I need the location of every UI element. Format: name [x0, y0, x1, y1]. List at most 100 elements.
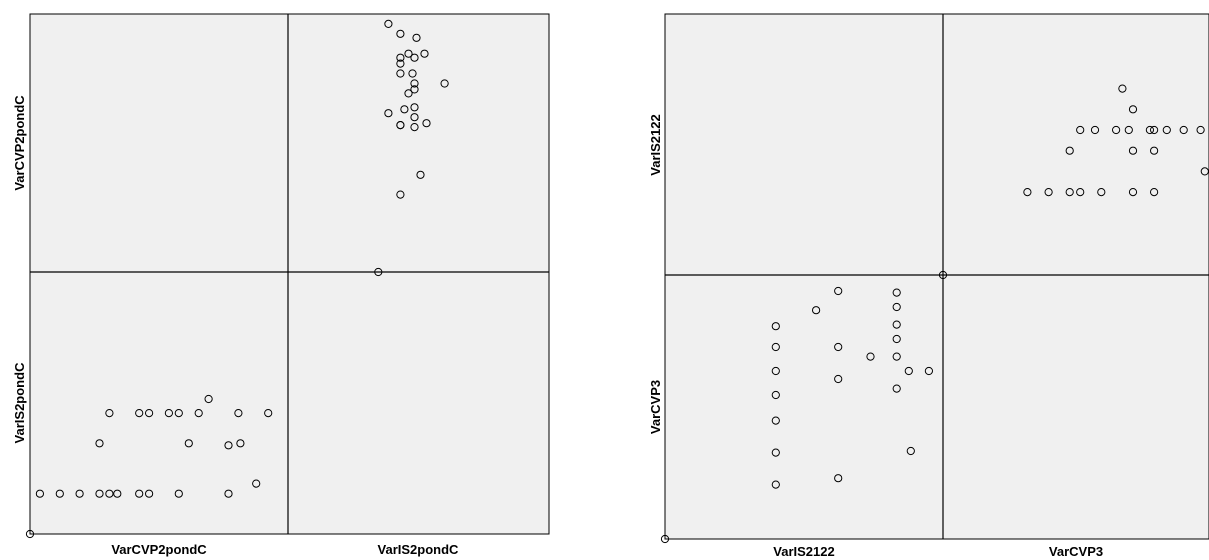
left-lower-point-11: [252, 479, 261, 488]
right-upper-point-22: [1196, 125, 1205, 135]
left-lower-point-12: [236, 439, 245, 448]
right-lower-point-15: [892, 334, 901, 344]
right-upper-point-18: [1124, 125, 1133, 135]
right-matrix-frame: [664, 13, 1209, 540]
left-lower-point-20: [174, 409, 183, 418]
left-matrix: VarCVP2pondC VarIS2pondC VarCVP2pondC Va…: [12, 13, 550, 557]
right-upper-point-3: [1065, 188, 1074, 197]
right-lower-point-5: [771, 366, 780, 376]
right-matrix-points: [660, 84, 1209, 544]
left-upper-point-21: [396, 59, 405, 68]
left-panel-bg-tr: [288, 14, 549, 272]
left-lower-point-23: [264, 409, 273, 418]
left-upper-point-14: [410, 85, 419, 94]
left-lower-point-21: [194, 409, 203, 418]
right-col-label-left: VarIS2122: [773, 544, 834, 559]
right-upper-point-11: [1128, 105, 1138, 114]
left-lower-point-17: [135, 409, 144, 418]
left-lower-point-7: [135, 489, 144, 498]
left-upper-point-12: [410, 123, 419, 132]
left-upper-point-15: [410, 53, 419, 62]
left-upper-point-18: [410, 113, 419, 122]
left-upper-point-6: [412, 33, 421, 42]
right-upper-point-8: [1150, 146, 1159, 155]
right-upper-point-23: [1118, 84, 1127, 93]
right-upper-point-9: [1128, 146, 1138, 155]
right-panel-bg-br: [943, 275, 1209, 539]
right-upper-point-1: [1023, 188, 1032, 197]
left-lower-point-10: [224, 489, 233, 498]
right-upper-point-4: [1076, 188, 1085, 197]
left-panel-bg-br: [288, 272, 549, 534]
left-upper-point-2: [416, 170, 425, 179]
right-lower-point-2: [771, 448, 780, 457]
left-upper-point-20: [396, 69, 405, 78]
right-panel-bg-tl: [665, 14, 943, 275]
right-lower-point-3: [771, 416, 780, 425]
left-lower-point-9: [174, 489, 183, 498]
right-upper-point-12: [1150, 125, 1159, 135]
right-lower-point-19: [892, 384, 901, 393]
right-upper-point-2: [1044, 188, 1053, 197]
left-matrix-points: [25, 19, 449, 539]
right-upper-point-15: [1076, 125, 1085, 135]
left-upper-point-13: [410, 103, 419, 112]
left-upper-point-11: [404, 49, 413, 58]
left-upper-point-22: [396, 53, 405, 62]
left-row-label-top: VarCVP2pondC: [12, 95, 27, 191]
left-lower-point-13: [224, 441, 233, 450]
right-lower-point-10: [834, 342, 843, 352]
right-lower-point-20: [904, 366, 913, 376]
right-lower-point-14: [892, 352, 901, 361]
left-lower-point-15: [95, 439, 104, 448]
right-lower-point-12: [812, 306, 821, 315]
left-upper-point-19: [422, 119, 431, 128]
left-lower-point-16: [105, 409, 114, 418]
right-upper-point-5: [1097, 188, 1106, 197]
left-lower-point-2: [55, 489, 64, 498]
left-lower-point-1: [35, 489, 45, 498]
right-row-label-top: VarIS2122: [648, 114, 663, 175]
right-upper-point-7: [1150, 188, 1159, 197]
right-upper-point-10: [1065, 146, 1074, 155]
left-lower-point-0: [25, 529, 35, 539]
left-lower-point-24: [204, 394, 213, 404]
right-upper-point-20: [1162, 125, 1171, 135]
right-upper-point-6: [1128, 188, 1138, 197]
right-lower-point-4: [771, 390, 780, 400]
left-panel-bg-tl: [30, 14, 288, 272]
left-col-label-right: VarIS2pondC: [378, 542, 460, 557]
left-upper-point-16: [410, 79, 419, 88]
right-upper-point-16: [1090, 125, 1100, 135]
left-lower-point-14: [184, 439, 193, 448]
right-upper-point-17: [1112, 125, 1121, 135]
right-lower-point-18: [892, 288, 901, 297]
right-matrix: VarIS2122 VarCVP3 VarIS2122 VarCVP3: [648, 13, 1209, 559]
left-lower-point-5: [105, 489, 114, 498]
left-lower-point-6: [113, 489, 122, 498]
right-panel-bg-tr: [943, 14, 1209, 275]
left-upper-point-10: [408, 69, 417, 78]
left-col-label-left: VarCVP2pondC: [111, 542, 207, 557]
right-lower-point-11: [834, 286, 843, 296]
left-lower-point-22: [234, 409, 243, 418]
right-lower-point-8: [834, 474, 843, 483]
left-matrix-frame: [29, 13, 550, 535]
left-upper-point-17: [440, 79, 449, 88]
left-upper-point-23: [396, 29, 405, 38]
right-lower-point-7: [771, 322, 780, 331]
right-lower-point-1: [771, 480, 780, 489]
left-upper-point-24: [384, 19, 393, 28]
right-lower-point-6: [771, 342, 780, 352]
left-lower-point-19: [164, 409, 173, 418]
right-col-label-right: VarCVP3: [1049, 544, 1103, 559]
right-upper-point-21: [1179, 125, 1188, 135]
right-lower-point-0: [660, 534, 670, 544]
left-upper-point-7: [384, 109, 393, 118]
right-lower-point-17: [892, 302, 901, 312]
left-lower-point-18: [145, 409, 154, 418]
right-upper-point-13: [1200, 167, 1209, 176]
left-lower-point-8: [145, 489, 154, 498]
left-upper-point-5: [420, 49, 429, 58]
